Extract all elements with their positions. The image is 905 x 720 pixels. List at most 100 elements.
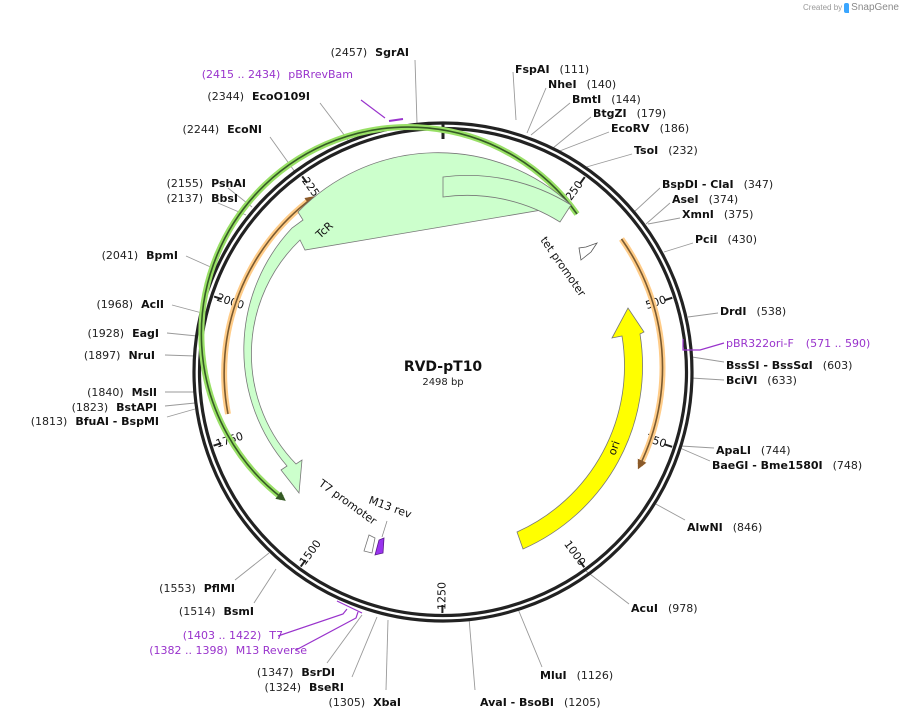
feature-t7-promoter[interactable]: T7 promoter (315, 476, 379, 554)
m13-reverse-leader (295, 611, 359, 651)
enzyme-alwni-leader (653, 502, 686, 521)
snapgene-logo-icon (844, 2, 850, 13)
enzyme-name: NheI (548, 78, 577, 91)
t7-leader (277, 600, 363, 637)
enzyme-name: AclI (141, 298, 164, 311)
enzyme-position: (633) (767, 374, 797, 387)
feature-tcr[interactable]: TcR (243, 152, 572, 495)
enzyme-position: (1205) (564, 696, 601, 709)
enzyme-bseri-leader (351, 616, 378, 678)
enzyme-name: EcoRV (611, 122, 650, 135)
enzyme-position: (744) (761, 444, 791, 457)
enzyme-position: (374) (709, 193, 739, 206)
enzyme-bstapi[interactable]: (1823) BstAPI (72, 401, 157, 414)
enzyme-pflmi[interactable]: (1553) PflMI (159, 582, 235, 595)
enzyme-bstapi-leader (164, 402, 196, 407)
primer-marks (277, 99, 725, 651)
enzyme-bspdi-clai[interactable]: BspDI - ClaI (347) (662, 178, 773, 191)
feature-ori[interactable]: ori (516, 307, 645, 550)
primer-name: pBR322ori-F (726, 337, 794, 350)
enzyme-mlui[interactable]: MluI (1126) (540, 669, 613, 682)
enzyme-msli[interactable]: (1840) MslI (87, 386, 157, 399)
enzyme-position: (603) (823, 359, 853, 372)
enzyme-pcii[interactable]: PciI (430) (695, 233, 757, 246)
primer-t7[interactable]: (1403 .. 1422) T7 (183, 629, 283, 642)
enzyme-position: (1126) (577, 669, 614, 682)
tick-1000 (578, 560, 586, 568)
enzyme-eagi[interactable]: (1928) EagI (88, 327, 159, 340)
enzyme-bmti[interactable]: BmtI (144) (572, 93, 641, 106)
enzyme-bsrdi-leader (326, 614, 363, 664)
enzyme-position: (2137) (167, 192, 204, 205)
enzyme-position: (430) (727, 233, 757, 246)
enzyme-avai-bsobi[interactable]: AvaI - BsoBI (1205) (480, 696, 601, 709)
enzyme-bsrdi[interactable]: (1347) BsrDI (257, 666, 335, 679)
enzyme-eagi-leader (166, 332, 198, 337)
enzyme-xbai[interactable]: (1305) XbaI (329, 696, 401, 709)
enzyme-baegi-bme1580i[interactable]: BaeGI - Bme1580I (748) (712, 459, 862, 472)
enzyme-bspdi-clai-leader (633, 187, 661, 213)
enzyme-acli[interactable]: (1968) AclI (97, 298, 164, 311)
t7-promoter-icon (363, 534, 376, 554)
enzyme-acui-leader (585, 570, 630, 605)
enzyme-tsoi[interactable]: TsoI (232) (634, 144, 698, 157)
enzyme-nhei[interactable]: NheI (140) (548, 78, 616, 91)
enzyme-acli-leader (171, 304, 203, 314)
enzyme-name: ApaLI (716, 444, 751, 457)
enzyme-btgzi[interactable]: BtgZI (179) (593, 107, 666, 120)
enzyme-position: (2244) (183, 123, 220, 136)
enzyme-name: BaeGI - Bme1580I (712, 459, 823, 472)
enzyme-bsmi[interactable]: (1514) BsmI (179, 605, 254, 618)
enzyme-nrui[interactable]: (1897) NruI (84, 349, 155, 362)
enzyme-position: (1823) (72, 401, 109, 414)
tick-2000 (213, 295, 223, 301)
enzyme-bcivi[interactable]: BciVI (633) (726, 374, 797, 387)
enzyme-name: BsrDI (301, 666, 335, 679)
enzyme-pshai[interactable]: (2155) PshAI (167, 177, 246, 190)
enzyme-name: BfuAI - BspMI (75, 415, 159, 428)
enzyme-bpmi[interactable]: (2041) BpmI (102, 249, 178, 262)
enzyme-name: AvaI - BsoBI (480, 696, 554, 709)
enzyme-ecoo109i[interactable]: (2344) EcoO109I (207, 90, 310, 103)
enzyme-sgrai[interactable]: (2457) SgrAI (331, 46, 409, 59)
enzyme-name: AlwNI (687, 521, 723, 534)
orange-arc-right (619, 237, 666, 470)
primer-pbr322ori-f[interactable]: pBR322ori-F (571 .. 590) (726, 337, 870, 350)
enzyme-bsmi-leader (253, 568, 277, 604)
enzyme-name: MslI (132, 386, 157, 399)
enzyme-apali[interactable]: ApaLI (744) (716, 444, 791, 457)
enzyme-asei[interactable]: AseI (374) (672, 193, 738, 206)
primer-m13-reverse[interactable]: (1382 .. 1398) M13 Reverse (149, 644, 307, 657)
enzyme-name: BseRI (309, 681, 344, 694)
primer-name: T7 (268, 629, 283, 642)
enzyme-bseri[interactable]: (1324) BseRI (264, 681, 344, 694)
feature-tet-promoter[interactable]: tet promoter (538, 234, 599, 299)
enzyme-position: (1968) (97, 298, 134, 311)
enzyme-bbsi[interactable]: (2137) BbsI (167, 192, 238, 205)
tick-label-1250: 1250 (435, 582, 448, 610)
enzyme-fspai[interactable]: FspAI (111) (515, 63, 589, 76)
primer-name: M13 Reverse (236, 644, 307, 657)
tick-750 (664, 443, 673, 448)
enzyme-name: PflMI (204, 582, 235, 595)
enzyme-name: TsoI (634, 144, 658, 157)
enzyme-ecorv[interactable]: EcoRV (186) (611, 122, 689, 135)
enzyme-bfuai-bspmi[interactable]: (1813) BfuAI - BspMI (31, 415, 159, 428)
enzyme-econi[interactable]: (2244) EcoNI (183, 123, 262, 136)
primer-range: (571 .. 590) (806, 337, 871, 350)
enzyme-acui[interactable]: AcuI (978) (631, 602, 698, 615)
feature-m13-rev[interactable]: M13 rev (367, 494, 414, 556)
enzyme-position: (375) (724, 208, 754, 221)
enzyme-position: (846) (733, 521, 763, 534)
enzyme-name: BssSI - BssSαI (726, 359, 813, 372)
enzyme-drdi[interactable]: DrdI (538) (720, 305, 786, 318)
enzyme-position: (144) (611, 93, 641, 106)
enzyme-xmni[interactable]: XmnI (375) (682, 208, 753, 221)
enzyme-bsssi-bsss-i[interactable]: BssSI - BssSαI (603) (726, 359, 852, 372)
enzyme-name: NruI (128, 349, 155, 362)
primer-pbrrevbam[interactable]: (2415 .. 2434) pBRrevBam (202, 68, 353, 81)
enzyme-name: PshAI (211, 177, 246, 190)
enzyme-ecoo109i-leader (319, 102, 349, 141)
enzyme-alwni[interactable]: AlwNI (846) (687, 521, 762, 534)
